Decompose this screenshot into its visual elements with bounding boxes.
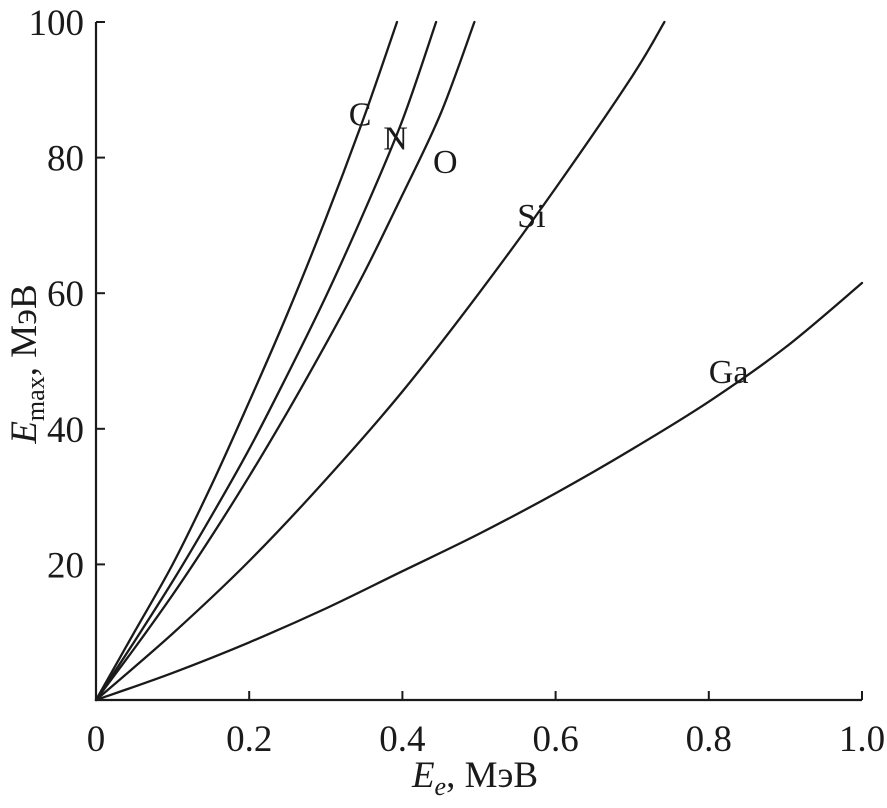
y-tick-label: 20 — [47, 545, 84, 586]
series-label-o: O — [433, 144, 458, 181]
x-tick-label: 0.2 — [226, 719, 272, 760]
x-tick-label: 0.8 — [686, 719, 732, 760]
x-tick-label: 0.6 — [532, 719, 578, 760]
y-ticks: 20 40 60 80 100 — [29, 3, 105, 586]
series-line-ga — [94, 281, 864, 702]
x-tick-label: 0 — [87, 719, 106, 760]
y-axis-title: Emax, МэВ — [4, 284, 50, 444]
series-labels: CNO Si Ga — [349, 97, 749, 392]
series-line-n — [94, 20, 438, 702]
x-tick-label: 0.4 — [379, 719, 425, 760]
series-line-c — [94, 20, 399, 702]
y-tick-label: 80 — [47, 139, 84, 180]
y-axis-symbol: E — [4, 421, 45, 445]
series-line-o — [94, 20, 476, 702]
series-label-ga: Ga — [709, 354, 749, 391]
axes — [94, 22, 862, 702]
x-ticks: 0 0.2 0.4 0.6 0.8 1.0 — [87, 691, 885, 760]
series-label-c: C — [349, 97, 372, 134]
x-tick-label: 1.0 — [839, 719, 885, 760]
series-group — [94, 20, 864, 702]
y-tick-label: 100 — [29, 3, 85, 44]
x-axis-title: Ee, МэВ — [411, 755, 538, 801]
x-axis-subscript: e — [435, 772, 447, 801]
series-label-n: N — [383, 120, 408, 157]
x-axis-symbol: E — [411, 755, 435, 796]
y-axis-subscript: max — [21, 376, 50, 421]
x-axis-unit: , МэВ — [446, 755, 538, 796]
series-line-si — [94, 20, 666, 702]
y-tick-label: 60 — [47, 274, 84, 315]
series-label-si: Si — [517, 198, 545, 235]
y-axis-unit: , МэВ — [4, 284, 45, 376]
y-tick-label: 40 — [47, 410, 84, 451]
